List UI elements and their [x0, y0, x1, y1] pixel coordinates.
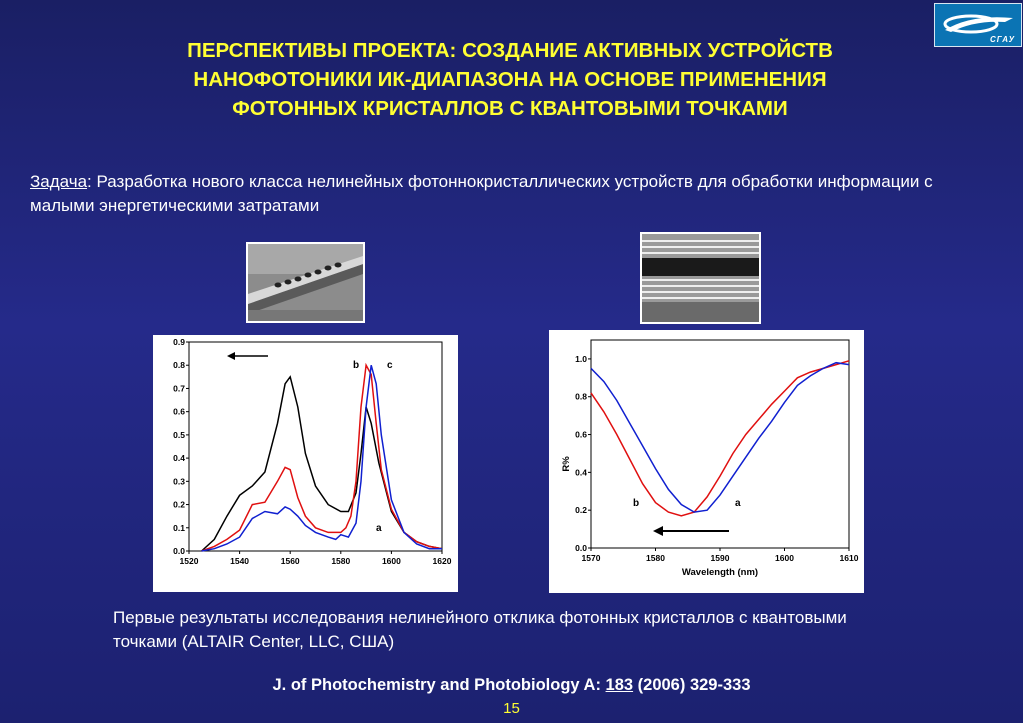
annotation-b: b [353, 360, 359, 371]
x-tick-label: 1540 [230, 556, 249, 566]
reference-details: (2006) 329-333 [633, 676, 751, 694]
shift-arrowhead [653, 526, 663, 536]
task-label: Задача [30, 172, 88, 191]
y-tick-label: 0.9 [173, 337, 185, 347]
y-tick-label: 0.5 [173, 430, 185, 440]
task-text: : Разработка нового класса нелинейных фо… [30, 172, 933, 215]
reference-journal: J. of Photochemistry and Photobiology A: [272, 676, 606, 694]
x-tick-label: 1520 [180, 556, 199, 566]
y-tick-label: 0.0 [173, 546, 185, 556]
x-tick-label: 1580 [331, 556, 350, 566]
y-tick-label: 0.6 [575, 430, 587, 440]
y-tick-label: 0.8 [575, 392, 587, 402]
x-axis-label: Wavelength (nm) [682, 567, 758, 578]
y-tick-label: 0.2 [575, 505, 587, 515]
y-tick-label: 0.4 [173, 453, 185, 463]
x-tick-label: 1570 [582, 553, 601, 563]
series-line-3 [201, 365, 442, 552]
x-tick-label: 1580 [646, 553, 665, 563]
series-line-2 [201, 362, 443, 552]
y-tick-label: 0.1 [173, 523, 185, 533]
series-line-2 [590, 361, 850, 513]
university-logo: СГАУ [934, 3, 1022, 47]
annotation-a: a [735, 498, 741, 509]
y-tick-label: 0.8 [173, 360, 185, 370]
reflectance-chart: 1570 1580 1590 1600 1610 0.0 0.2 0.4 0.6 0.8 1.0 Wa… [549, 330, 864, 593]
y-tick-label: 0.6 [173, 407, 185, 417]
plot-frame [590, 339, 850, 549]
reference-volume: 183 [605, 676, 634, 694]
x-tick-label: 1600 [382, 556, 401, 566]
annotation-b: b [633, 498, 639, 509]
y-axis-label: R% [561, 456, 572, 472]
y-tick-label: 1.0 [575, 354, 587, 364]
x-tick-label: 1610 [840, 553, 859, 563]
title-line-2: НАНОФОТОНИКИ ИК-ДИАПАЗОНА НА ОСНОВЕ ПРИМ… [193, 68, 827, 91]
plot-frame [188, 341, 443, 552]
x-tick-label: 1620 [433, 556, 452, 566]
x-tick-label: 1590 [711, 553, 730, 563]
nonlinear-spectrum-chart: 1520 1540 1560 1580 1600 1620 0.0 0.1 0.2 0.3 0.4 0… [153, 335, 458, 592]
annotation-a: a [376, 523, 382, 534]
y-tick-label: 0.0 [575, 543, 587, 553]
chart-1-svg: 1520 1540 1560 1580 1600 1620 0.0 0.1 0.2 0.3 0.4 0… [173, 337, 452, 566]
chart-2-svg: 1570 1580 1590 1600 1610 0.0 0.2 0.4 0.6 0.8 1.0 Wa… [561, 339, 859, 578]
x-tick-label: 1600 [775, 553, 794, 563]
y-tick-label: 0.7 [173, 383, 185, 393]
logo-label: СГАУ [990, 35, 1015, 44]
title-line-1: ПЕРСПЕКТИВЫ ПРОЕКТА: СОЗДАНИЕ АКТИВНЫХ У… [187, 39, 833, 62]
y-tick-label: 0.3 [173, 476, 185, 486]
slide-title: ПЕРСПЕКТИВЫ ПРОЕКТА: СОЗДАНИЕ АКТИВНЫХ У… [40, 36, 980, 123]
series-line-1 [590, 360, 850, 517]
y-tick-label: 0.4 [575, 467, 587, 477]
x-tick-label: 1560 [281, 556, 300, 566]
task-paragraph: Задача: Разработка нового класса нелиней… [30, 170, 960, 218]
y-tick-label: 0.2 [173, 500, 185, 510]
sem-image-waveguide [246, 242, 365, 323]
annotation-c: c [387, 360, 393, 371]
series-line-1 [201, 375, 443, 552]
journal-reference: J. of Photochemistry and Photobiology A:… [0, 676, 1023, 695]
page-number: 15 [503, 700, 520, 717]
logo-emblem-icon [943, 14, 1013, 34]
shift-arrowhead [227, 352, 235, 360]
results-caption: Первые результаты исследования нелинейно… [113, 608, 847, 651]
sem-image-multilayer [640, 232, 761, 324]
title-line-3: ФОТОННЫХ КРИСТАЛЛОВ С КВАНТОВЫМИ ТОЧКАМИ [232, 97, 788, 120]
